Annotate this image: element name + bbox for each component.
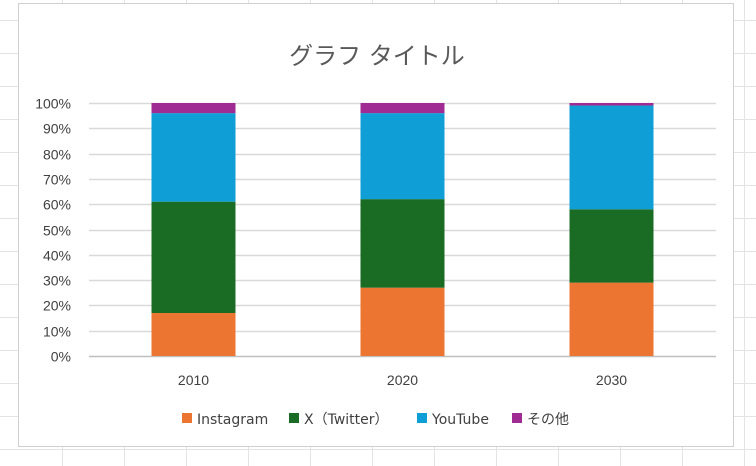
y-tick-label: 100% — [35, 96, 71, 112]
legend-swatch — [182, 413, 192, 423]
plot-area[interactable] — [151, 103, 654, 356]
bar-segment-2020-s1[interactable] — [360, 199, 445, 288]
bar-segment-2020-s0[interactable] — [360, 287, 445, 356]
bar-segment-2020-s3[interactable] — [360, 103, 445, 114]
bar-segment-2030-s2[interactable] — [569, 105, 654, 210]
y-tick-label: 40% — [43, 248, 71, 264]
bar-segment-2010-s3[interactable] — [151, 103, 236, 114]
bar-segment-2020-s2[interactable] — [360, 113, 445, 200]
x-tick-label: 2020 — [387, 372, 418, 388]
legend-swatch — [417, 413, 427, 423]
legend-entry-label[interactable]: X（Twitter） — [304, 412, 389, 428]
x-axis-labels: 2010 2020 2030 — [178, 372, 627, 388]
y-tick-label: 30% — [43, 273, 71, 289]
bar-segment-2010-s2[interactable] — [151, 113, 236, 202]
bar-segment-2030-s0[interactable] — [569, 282, 654, 356]
legend-swatch — [512, 413, 522, 423]
bar-segment-2030-s3[interactable] — [569, 103, 654, 106]
bar-segment-2030-s1[interactable] — [569, 209, 654, 283]
chart-canvas: グラフ タイトル 0% 10% 20% 30% 40% 50% 60% 70% 80% 90% 10… — [35, 42, 716, 428]
y-tick-label: 80% — [43, 147, 71, 163]
y-tick-label: 60% — [43, 197, 71, 213]
legend[interactable]: Instagram X（Twitter） YouTube その他 — [182, 412, 569, 428]
chart-area[interactable]: グラフ タイトル 0% 10% 20% 30% 40% 50% 60% 70% 80% 90% 10… — [18, 3, 734, 447]
legend-swatch — [289, 413, 299, 423]
x-tick-label: 2030 — [596, 372, 627, 388]
bar-segment-2010-s0[interactable] — [151, 312, 236, 356]
y-tick-label: 50% — [43, 223, 71, 239]
legend-entry-label[interactable]: Instagram — [197, 412, 268, 428]
y-tick-label: 20% — [43, 298, 71, 314]
bar-segment-2010-s1[interactable] — [151, 201, 236, 313]
y-tick-label: 70% — [43, 172, 71, 188]
y-tick-label: 0% — [51, 349, 71, 365]
x-tick-label: 2010 — [178, 372, 209, 388]
y-tick-label: 90% — [43, 121, 71, 137]
chart-title[interactable]: グラフ タイトル — [289, 42, 465, 70]
legend-entry-label[interactable]: YouTube — [431, 412, 489, 428]
legend-entry-label[interactable]: その他 — [527, 412, 569, 428]
y-tick-label: 10% — [43, 324, 71, 340]
y-axis-labels: 0% 10% 20% 30% 40% 50% 60% 70% 80% 90% 100% — [35, 96, 71, 365]
